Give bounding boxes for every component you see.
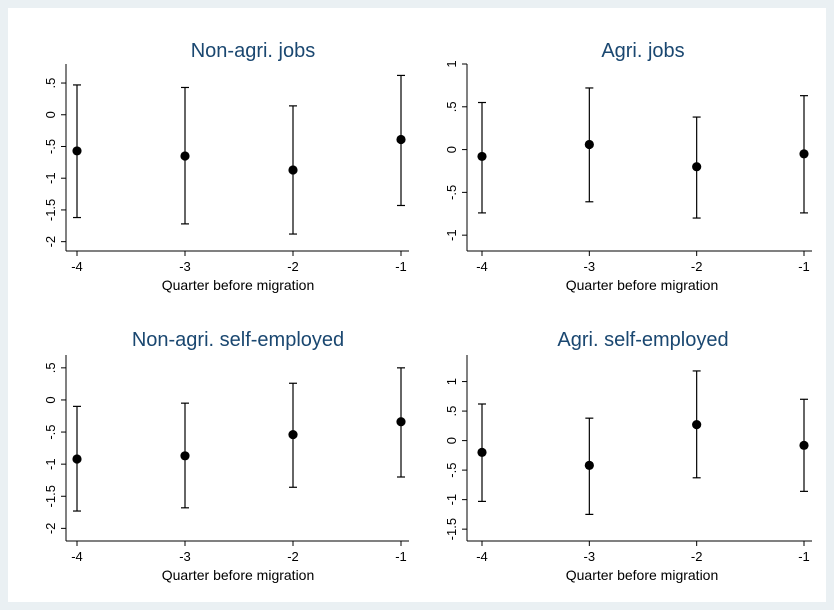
x-tick-label: -4 [71, 259, 83, 274]
x-axis-title: Quarter before migration [162, 567, 315, 583]
point-estimate [180, 451, 190, 461]
y-tick-label: -.5 [43, 139, 58, 154]
x-tick-label: -1 [798, 549, 810, 564]
x-tick-label: -1 [395, 259, 407, 274]
point-estimate [180, 151, 190, 161]
x-tick-label: -4 [71, 549, 83, 564]
y-tick-label: 0 [43, 396, 58, 403]
x-tick-label: -3 [179, 259, 191, 274]
y-tick-label: -1 [444, 494, 459, 506]
point-estimate [288, 165, 298, 175]
panel-title: Agri. self-employed [557, 329, 728, 351]
panel-background [8, 301, 417, 602]
x-axis-title: Quarter before migration [162, 277, 315, 293]
y-tick-label: 0 [444, 146, 459, 153]
point-estimate [396, 134, 406, 145]
x-tick-label: -2 [691, 259, 703, 274]
x-tick-label: -4 [476, 549, 488, 564]
panel-title: Agri. jobs [601, 40, 684, 62]
x-tick-label: -1 [798, 259, 810, 274]
y-tick-label: -1 [43, 172, 58, 184]
x-axis-title: Quarter before migration [566, 567, 719, 583]
x-tick-label: -1 [395, 549, 407, 564]
y-tick-label: -1 [444, 229, 459, 241]
panel-non-agri-jobs: Non-agri. jobs Quarter before migration … [8, 8, 417, 301]
point-estimate [692, 420, 702, 430]
y-tick-label: 1 [444, 378, 459, 385]
y-tick-label: -2 [43, 523, 58, 535]
panel-title: Non-agri. jobs [191, 40, 316, 62]
point-estimate [584, 460, 594, 470]
panel-non-agri-self-employed: Non-agri. self-employed Quarter before m… [8, 301, 417, 602]
x-tick-label: -3 [584, 549, 596, 564]
y-tick-label: 0 [43, 111, 58, 118]
y-tick-label: .5 [43, 78, 58, 89]
y-tick-label: -2 [43, 236, 58, 248]
x-axis-title: Quarter before migration [566, 277, 719, 293]
x-tick-label: -4 [476, 259, 488, 274]
x-tick-label: -2 [287, 259, 299, 274]
point-estimate [72, 146, 82, 156]
x-tick-label: -3 [584, 259, 596, 274]
point-estimate [477, 447, 487, 458]
panel-title: Non-agri. self-employed [132, 329, 344, 351]
point-estimate [584, 139, 594, 150]
point-estimate [799, 149, 809, 159]
point-estimate [799, 440, 809, 450]
point-estimate [288, 430, 298, 440]
y-tick-label: -.5 [444, 463, 459, 478]
y-tick-label: -1.5 [444, 518, 459, 540]
y-tick-label: -.5 [43, 424, 58, 439]
x-tick-label: -2 [691, 549, 703, 564]
point-estimate [477, 151, 487, 162]
point-estimate [396, 417, 406, 427]
y-tick-label: 1 [444, 60, 459, 67]
y-tick-label: .5 [444, 101, 459, 112]
y-tick-label: .5 [444, 406, 459, 417]
y-tick-label: -1.5 [43, 485, 58, 507]
panel-agri-jobs: Agri. jobs Quarter before migration 1 .5 0… [417, 8, 826, 301]
point-estimate [692, 162, 702, 172]
y-tick-label: -1 [43, 458, 58, 470]
y-tick-label: -1.5 [43, 199, 58, 221]
y-tick-label: .5 [43, 362, 58, 373]
y-tick-label: -.5 [444, 185, 459, 200]
x-tick-label: -2 [287, 549, 299, 564]
y-tick-label: 0 [444, 437, 459, 444]
point-estimate [72, 454, 82, 464]
panel-agri-self-employed: Agri. self-employed Quarter before migra… [417, 301, 826, 602]
x-tick-label: -3 [179, 549, 191, 564]
